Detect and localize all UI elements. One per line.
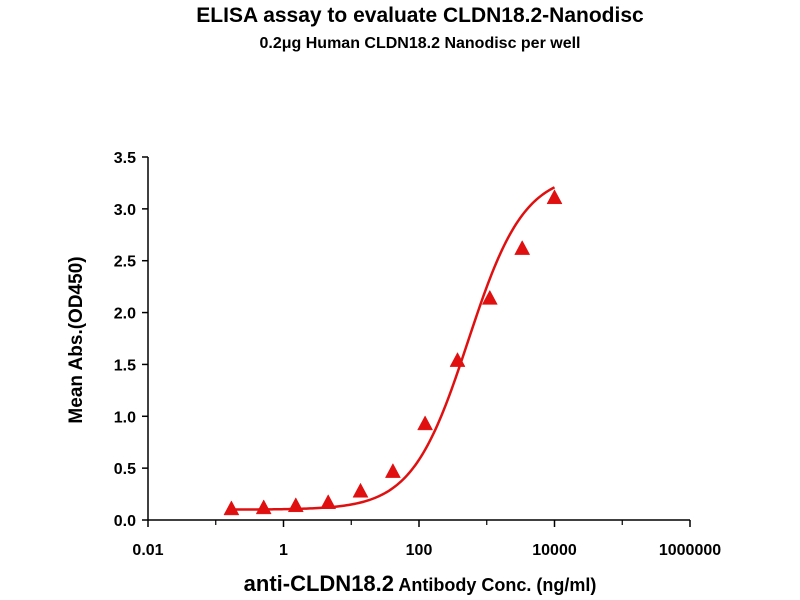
y-tick-label: 3.5 — [114, 150, 136, 167]
data-point-triangle — [255, 499, 272, 515]
y-tick-label: 2.5 — [114, 254, 136, 271]
y-axis-label: Mean Abs.(OD450) — [66, 256, 87, 423]
data-points — [223, 189, 563, 516]
data-point-triangle — [287, 497, 304, 513]
x-tick-label: 100 — [406, 542, 433, 559]
fit-curve-layer — [231, 186, 556, 511]
y-tick-label: 0.0 — [114, 513, 136, 530]
y-tick-label: 0.5 — [114, 461, 136, 478]
y-tick-label: 3.0 — [114, 202, 136, 219]
data-point-triangle — [352, 482, 369, 498]
x-tick-label: 10000 — [532, 542, 577, 559]
x-axis-label-main: anti-CLDN18.2 — [244, 571, 394, 596]
y-tick-label: 1.0 — [114, 409, 136, 426]
data-point-triangle — [514, 240, 531, 255]
data-point-triangle — [417, 415, 434, 431]
chart-subtitle: 0.2μg Human CLDN18.2 Nanodisc per well — [260, 35, 581, 52]
y-ticks: 0.0 0.5 1.0 1.5 2.0 2.5 3.0 3.5 — [114, 150, 148, 530]
y-tick-label: 2.0 — [114, 306, 136, 323]
x-ticks: 0.01 1 100 10000 1000000 — [132, 520, 721, 559]
data-point-triangle — [384, 463, 401, 478]
axes: 0.0 0.5 1.0 1.5 2.0 2.5 3.0 3.5 0.01 1 100 10000 10… — [114, 150, 721, 559]
x-axis-label-rest: Antibody Conc. (ng/ml) — [394, 575, 596, 595]
data-point-triangle — [546, 189, 563, 205]
x-axis-label: anti-CLDN18.2 Antibody Conc. (ng/ml) — [244, 571, 597, 596]
fit-curve — [231, 186, 556, 511]
data-point-triangle — [320, 494, 337, 509]
data-point-triangle — [481, 289, 498, 305]
data-point-triangle — [449, 352, 466, 367]
x-tick-label: 1 — [279, 542, 288, 559]
data-point-triangle — [223, 500, 240, 516]
chart-title: ELISA assay to evaluate CLDN18.2-Nanodis… — [196, 4, 644, 27]
x-tick-label: 0.01 — [132, 542, 163, 559]
x-tick-label: 1000000 — [659, 542, 721, 559]
y-tick-label: 1.5 — [114, 357, 136, 374]
